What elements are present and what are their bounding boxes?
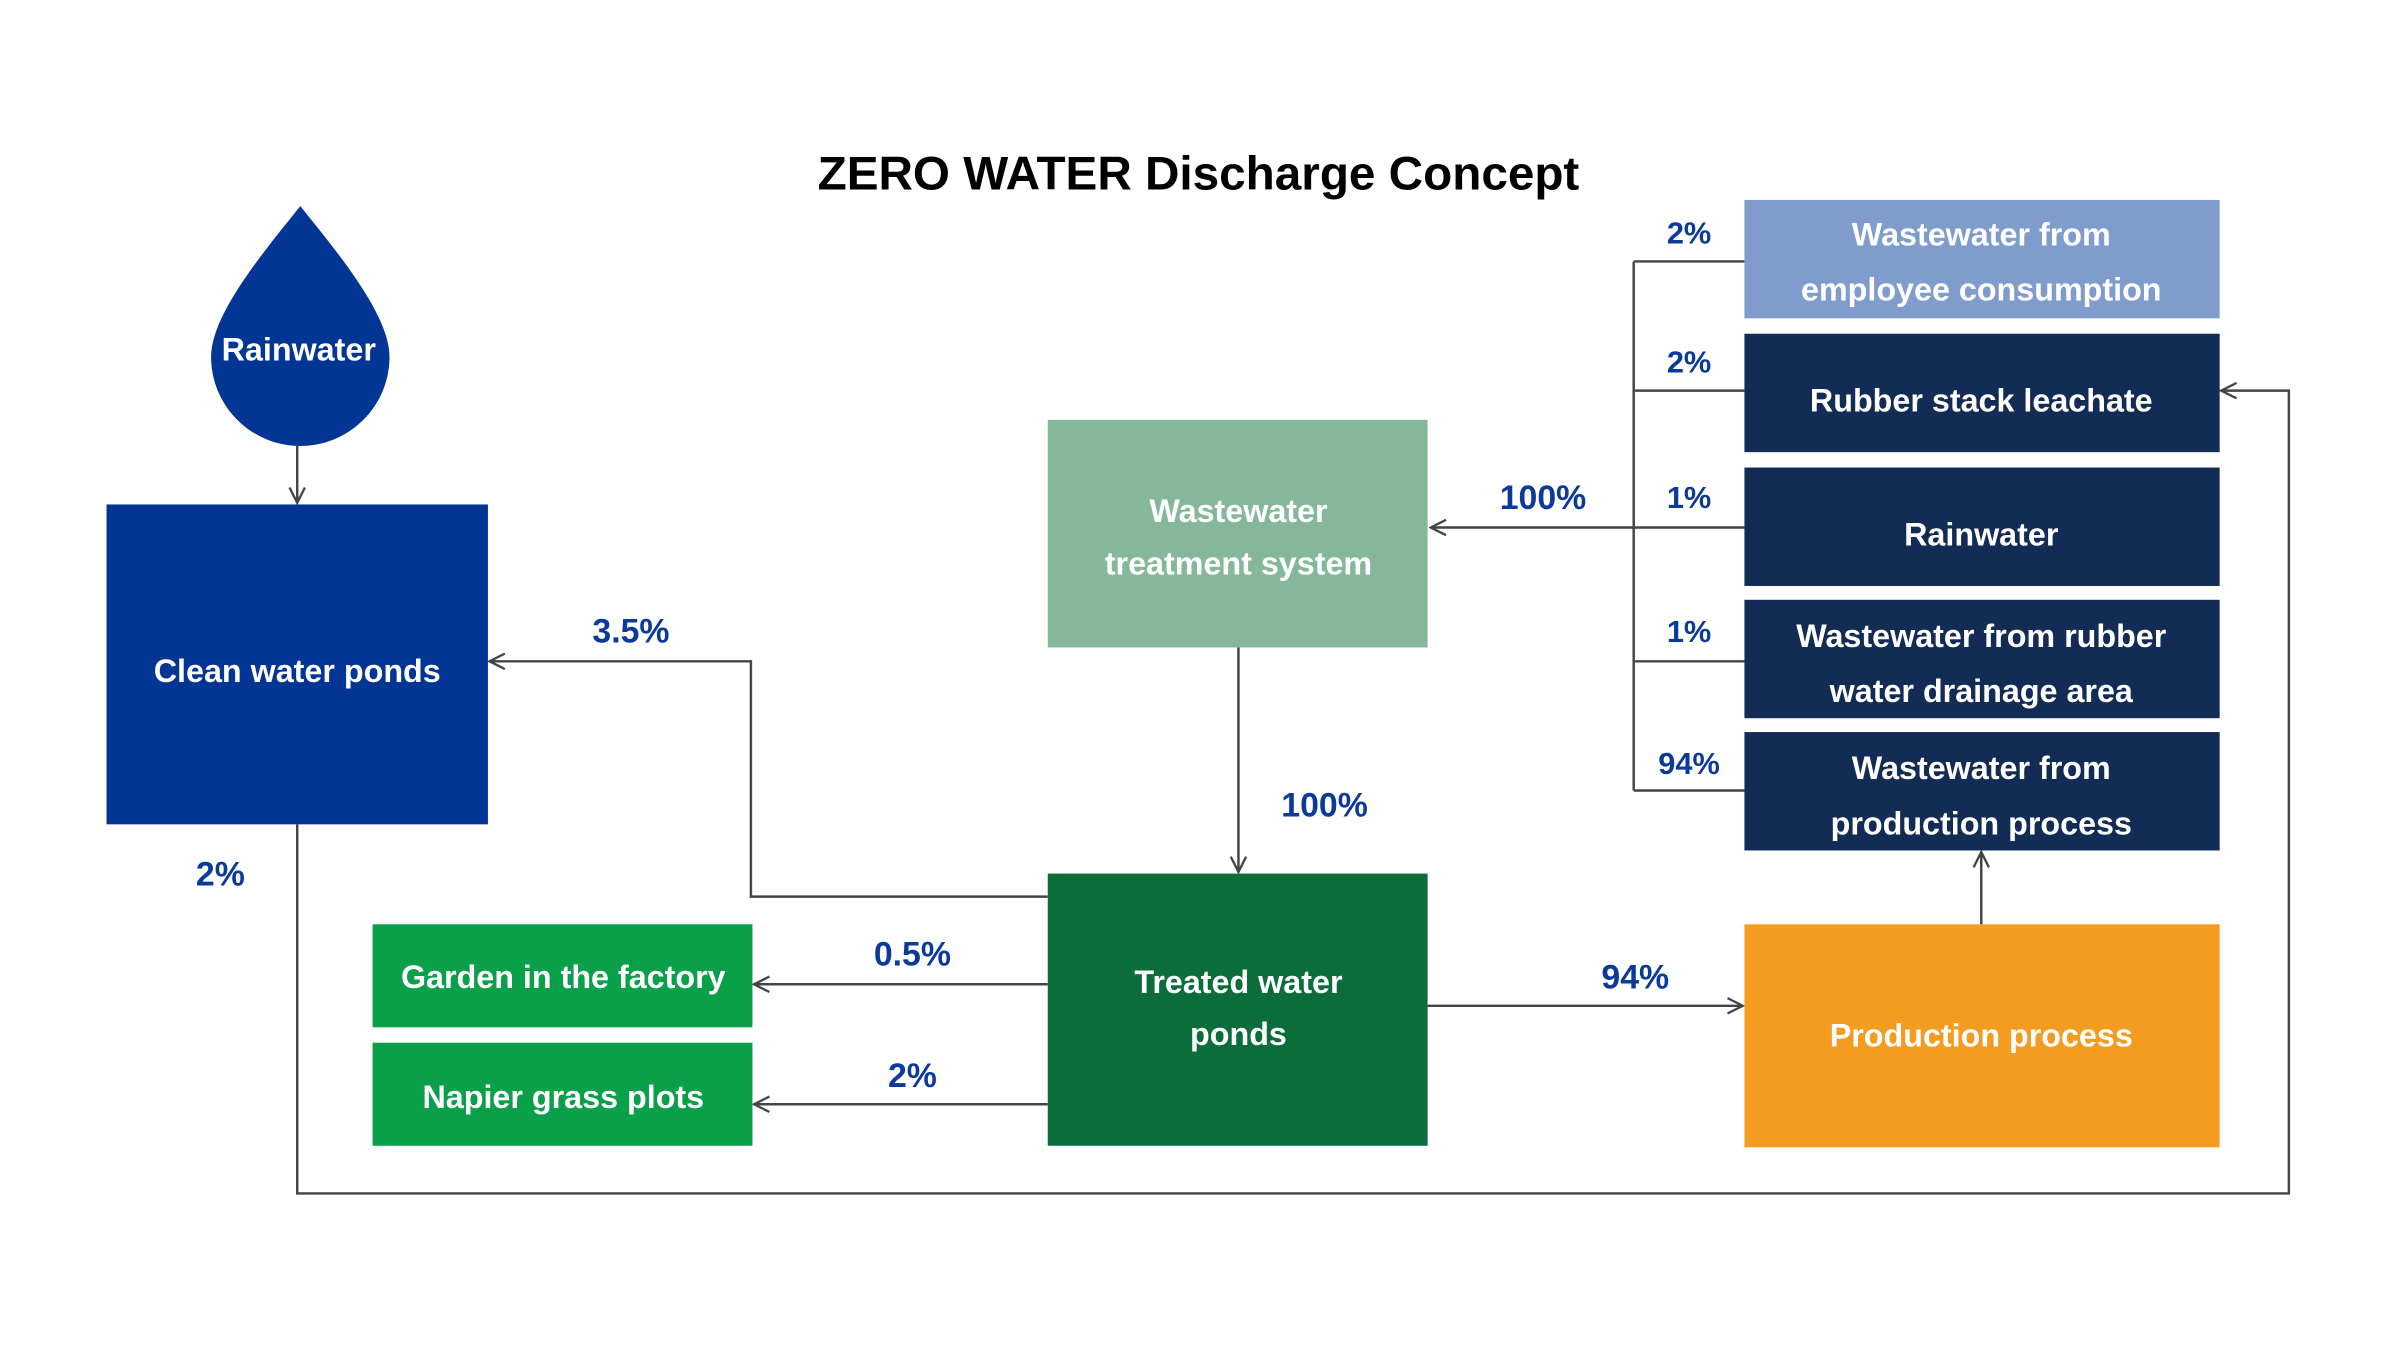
treated-water-ponds: Treated water ponds bbox=[1047, 873, 1428, 1146]
diagram-title: ZERO WATER Discharge Concept bbox=[818, 147, 1580, 200]
arrow-clean-to-rubber-stack bbox=[295, 391, 2291, 1195]
source-rainwater: Rainwater bbox=[1744, 467, 2220, 586]
clean-water-ponds: Clean water ponds bbox=[106, 504, 488, 825]
wastewater-treatment-system: Wastewater treatment system bbox=[1047, 419, 1428, 648]
treated-label-line1: Treated water bbox=[1134, 964, 1343, 1000]
treated-label-line2: ponds bbox=[1190, 1016, 1287, 1052]
water-drop-icon bbox=[211, 206, 390, 447]
production-process-label: Production process bbox=[1830, 1018, 2133, 1054]
pct-to-treatment: 100% bbox=[1500, 479, 1587, 517]
flow-percentages: 2% 2% 1% 1% 94% 100% 100% 3.5% 0.5% 2% 9… bbox=[196, 215, 1720, 1095]
source-employee-consumption: Wastewater from employee consumption bbox=[1744, 199, 2220, 319]
treatment-label-line2: treatment system bbox=[1105, 545, 1372, 581]
pct-treatment-to-ponds: 100% bbox=[1281, 786, 1368, 824]
production-ww-label-line1: Wastewater from bbox=[1852, 750, 2111, 786]
rainwater-drop-label: Rainwater bbox=[222, 332, 377, 368]
napier-grass-plots: Napier grass plots bbox=[372, 1042, 753, 1146]
rainwater-source-label: Rainwater bbox=[1904, 516, 2059, 552]
pct-drainage: 1% bbox=[1667, 614, 1711, 649]
napier-label: Napier grass plots bbox=[422, 1079, 704, 1115]
pct-to-garden: 0.5% bbox=[874, 936, 951, 974]
source-rubber-drainage: Wastewater from rubber water drainage ar… bbox=[1744, 599, 2220, 719]
clean-water-ponds-label: Clean water ponds bbox=[154, 653, 441, 689]
treatment-label-line1: Wastewater bbox=[1149, 493, 1328, 529]
pct-rainwater: 1% bbox=[1667, 480, 1711, 515]
rubber-stack-label: Rubber stack leachate bbox=[1810, 382, 2153, 418]
arrow-to-clean bbox=[489, 661, 1048, 898]
pct-clean-to-rubber: 2% bbox=[196, 856, 245, 894]
employee-label-line1: Wastewater from bbox=[1852, 216, 2111, 252]
production-process: Production process bbox=[1744, 924, 2220, 1148]
pct-to-clean: 3.5% bbox=[592, 613, 669, 651]
source-production-wastewater: Wastewater from production process bbox=[1744, 732, 2220, 851]
pct-employee: 2% bbox=[1667, 215, 1711, 250]
pct-production-ww: 94% bbox=[1658, 746, 1720, 781]
pct-to-napier: 2% bbox=[888, 1057, 937, 1095]
drainage-label-line1: Wastewater from rubber bbox=[1796, 618, 2167, 654]
drainage-label-line2: water drainage area bbox=[1829, 673, 2134, 709]
source-rubber-stack-leachate: Rubber stack leachate bbox=[1744, 333, 2220, 453]
connectors bbox=[295, 260, 2291, 1195]
garden-label: Garden in the factory bbox=[401, 959, 726, 995]
rainwater-drop: Rainwater bbox=[211, 206, 390, 447]
pct-to-production: 94% bbox=[1601, 959, 1669, 997]
garden-in-factory: Garden in the factory bbox=[372, 924, 753, 1028]
pct-rubber-stack: 2% bbox=[1667, 345, 1711, 380]
employee-label-line2: employee consumption bbox=[1801, 272, 2162, 308]
production-ww-label-line2: production process bbox=[1831, 805, 2132, 841]
